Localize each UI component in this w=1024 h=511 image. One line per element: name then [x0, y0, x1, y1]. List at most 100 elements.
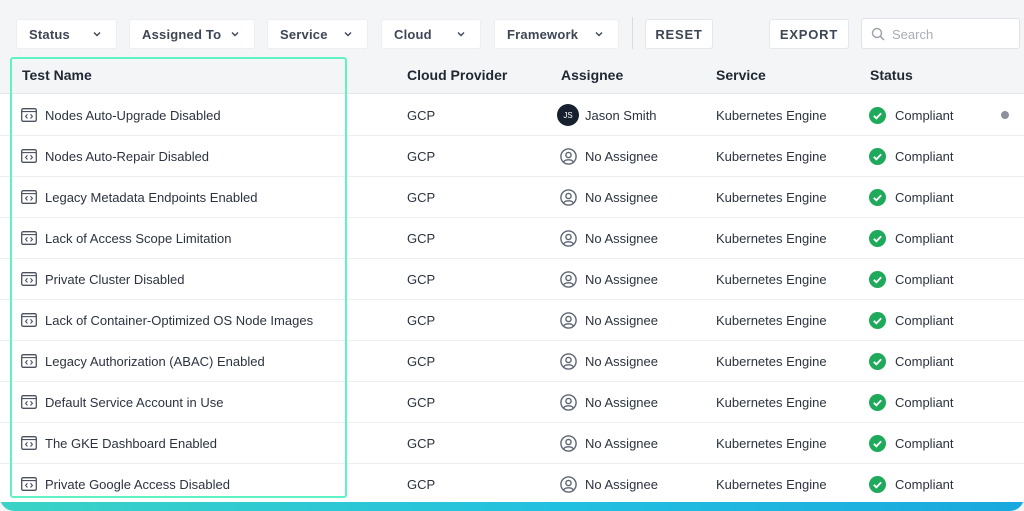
framework-filter-label: Framework	[507, 26, 579, 42]
cloud-provider: GCP	[407, 313, 436, 328]
table-header: Test Name Cloud Provider Assignee Servic…	[0, 56, 1024, 94]
cloud-provider: GCP	[407, 477, 436, 492]
code-window-icon	[21, 149, 37, 163]
service-name: Kubernetes Engine	[716, 272, 827, 287]
table-row[interactable]: Lack of Access Scope Limitation GCP No A…	[0, 218, 1024, 259]
test-name[interactable]: Private Google Access Disabled	[45, 477, 230, 492]
code-window-icon	[21, 436, 37, 450]
test-name[interactable]: Private Cluster Disabled	[45, 272, 185, 287]
code-window-icon	[21, 231, 37, 245]
check-circle-icon	[869, 107, 886, 124]
code-window-icon	[21, 395, 37, 409]
service-name: Kubernetes Engine	[716, 108, 827, 123]
test-name[interactable]: Nodes Auto-Repair Disabled	[45, 149, 210, 164]
table-row[interactable]: Private Google Access Disabled GCP No As…	[0, 464, 1024, 505]
status-badge: Compliant	[895, 313, 954, 328]
test-name[interactable]: Legacy Authorization (ABAC) Enabled	[45, 354, 265, 369]
assigned-to-filter-label: Assigned To	[142, 26, 222, 42]
check-circle-icon	[869, 271, 886, 288]
user-circle-icon	[560, 189, 577, 206]
service-name: Kubernetes Engine	[716, 313, 827, 328]
table-row[interactable]: Private Cluster Disabled GCP No Assignee…	[0, 259, 1024, 300]
service-filter[interactable]: Service	[267, 19, 368, 49]
cloud-provider: GCP	[407, 354, 436, 369]
table-row[interactable]: Legacy Metadata Endpoints Enabled GCP No…	[0, 177, 1024, 218]
info-icon[interactable]	[1001, 111, 1009, 119]
test-name[interactable]: Lack of Access Scope Limitation	[45, 231, 232, 246]
avatar[interactable]: JS	[557, 104, 579, 126]
table-row[interactable]: Default Service Account in Use GCP No As…	[0, 382, 1024, 423]
reset-button[interactable]: RESET	[645, 19, 713, 49]
check-circle-icon	[869, 435, 886, 452]
code-window-icon	[21, 272, 37, 286]
code-window-icon	[21, 108, 37, 122]
service-name: Kubernetes Engine	[716, 477, 827, 492]
check-circle-icon	[869, 230, 886, 247]
assigned-to-filter[interactable]: Assigned To	[129, 19, 255, 49]
column-header-cloud-provider[interactable]: Cloud Provider	[407, 67, 508, 83]
column-header-status[interactable]: Status	[870, 67, 913, 83]
table-row[interactable]: Legacy Authorization (ABAC) Enabled GCP …	[0, 341, 1024, 382]
service-name: Kubernetes Engine	[716, 149, 827, 164]
column-header-assignee[interactable]: Assignee	[561, 67, 624, 83]
status-badge: Compliant	[895, 272, 954, 287]
assignee-name[interactable]: No Assignee	[585, 395, 658, 410]
export-button[interactable]: EXPORT	[769, 19, 849, 49]
assignee-name[interactable]: No Assignee	[585, 272, 658, 287]
user-circle-icon	[560, 476, 577, 493]
status-badge: Compliant	[895, 354, 954, 369]
table-row[interactable]: Lack of Container-Optimized OS Node Imag…	[0, 300, 1024, 341]
test-name[interactable]: Lack of Container-Optimized OS Node Imag…	[45, 313, 314, 328]
service-name: Kubernetes Engine	[716, 436, 827, 451]
user-circle-icon	[560, 271, 577, 288]
assignee-name[interactable]: No Assignee	[585, 149, 658, 164]
status-badge: Compliant	[895, 395, 954, 410]
test-name[interactable]: Default Service Account in Use	[45, 395, 224, 410]
check-circle-icon	[869, 476, 886, 493]
framework-filter[interactable]: Framework	[494, 19, 619, 49]
chevron-down-icon	[344, 32, 352, 37]
cloud-provider: GCP	[407, 190, 436, 205]
status-badge: Compliant	[895, 477, 954, 492]
chevron-down-icon	[457, 32, 465, 37]
user-circle-icon	[560, 353, 577, 370]
assignee-name[interactable]: No Assignee	[585, 436, 658, 451]
chevron-down-icon	[595, 32, 603, 37]
assignee-name[interactable]: No Assignee	[585, 477, 658, 492]
user-circle-icon	[560, 148, 577, 165]
assignee-name[interactable]: No Assignee	[585, 313, 658, 328]
status-filter[interactable]: Status	[16, 19, 117, 49]
table-row[interactable]: Nodes Auto-Upgrade Disabled GCP JS Jason…	[0, 95, 1024, 136]
assignee-name[interactable]: Jason Smith	[585, 108, 657, 123]
test-name[interactable]: Nodes Auto-Upgrade Disabled	[45, 108, 221, 123]
code-window-icon	[21, 313, 37, 327]
table-row[interactable]: Nodes Auto-Repair Disabled GCP No Assign…	[0, 136, 1024, 177]
check-circle-icon	[869, 189, 886, 206]
assignee-name[interactable]: No Assignee	[585, 231, 658, 246]
code-window-icon	[21, 354, 37, 368]
cloud-provider: GCP	[407, 395, 436, 410]
column-header-test-name[interactable]: Test Name	[22, 67, 92, 83]
cloud-provider: GCP	[407, 149, 436, 164]
service-name: Kubernetes Engine	[716, 395, 827, 410]
check-circle-icon	[869, 353, 886, 370]
toolbar-divider	[632, 17, 633, 49]
table-row[interactable]: The GKE Dashboard Enabled GCP No Assigne…	[0, 423, 1024, 464]
cloud-provider: GCP	[407, 231, 436, 246]
assignee-name[interactable]: No Assignee	[585, 354, 658, 369]
status-badge: Compliant	[895, 231, 954, 246]
search-input[interactable]	[892, 25, 1012, 43]
search-box[interactable]	[861, 18, 1020, 49]
user-circle-icon	[560, 394, 577, 411]
test-name[interactable]: Legacy Metadata Endpoints Enabled	[45, 190, 258, 205]
cloud-provider: GCP	[407, 436, 436, 451]
test-name[interactable]: The GKE Dashboard Enabled	[45, 436, 217, 451]
search-icon	[871, 27, 885, 41]
service-name: Kubernetes Engine	[716, 354, 827, 369]
bottom-accent-bar	[0, 502, 1024, 511]
cloud-filter[interactable]: Cloud	[381, 19, 481, 49]
assignee-name[interactable]: No Assignee	[585, 190, 658, 205]
column-header-service[interactable]: Service	[716, 67, 766, 83]
status-badge: Compliant	[895, 108, 954, 123]
